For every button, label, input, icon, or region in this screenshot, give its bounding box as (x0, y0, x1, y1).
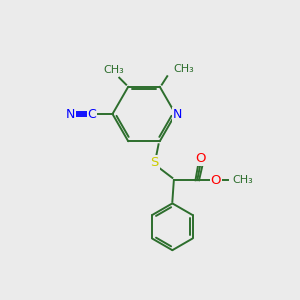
Text: CH₃: CH₃ (232, 175, 253, 185)
Text: CH₃: CH₃ (103, 64, 124, 75)
Text: N: N (66, 107, 75, 121)
Text: C: C (88, 107, 97, 121)
Text: N: N (173, 107, 183, 121)
Text: S: S (150, 156, 158, 170)
Text: O: O (196, 152, 206, 165)
Text: O: O (211, 174, 221, 187)
Text: CH₃: CH₃ (174, 64, 195, 74)
